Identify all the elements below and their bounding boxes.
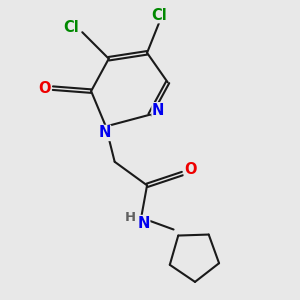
Text: O: O bbox=[184, 162, 197, 177]
Text: O: O bbox=[38, 81, 51, 96]
Text: N: N bbox=[137, 215, 150, 230]
Text: N: N bbox=[152, 103, 164, 118]
Text: N: N bbox=[98, 125, 110, 140]
Text: Cl: Cl bbox=[63, 20, 79, 35]
Text: H: H bbox=[124, 211, 136, 224]
Text: Cl: Cl bbox=[151, 8, 167, 22]
